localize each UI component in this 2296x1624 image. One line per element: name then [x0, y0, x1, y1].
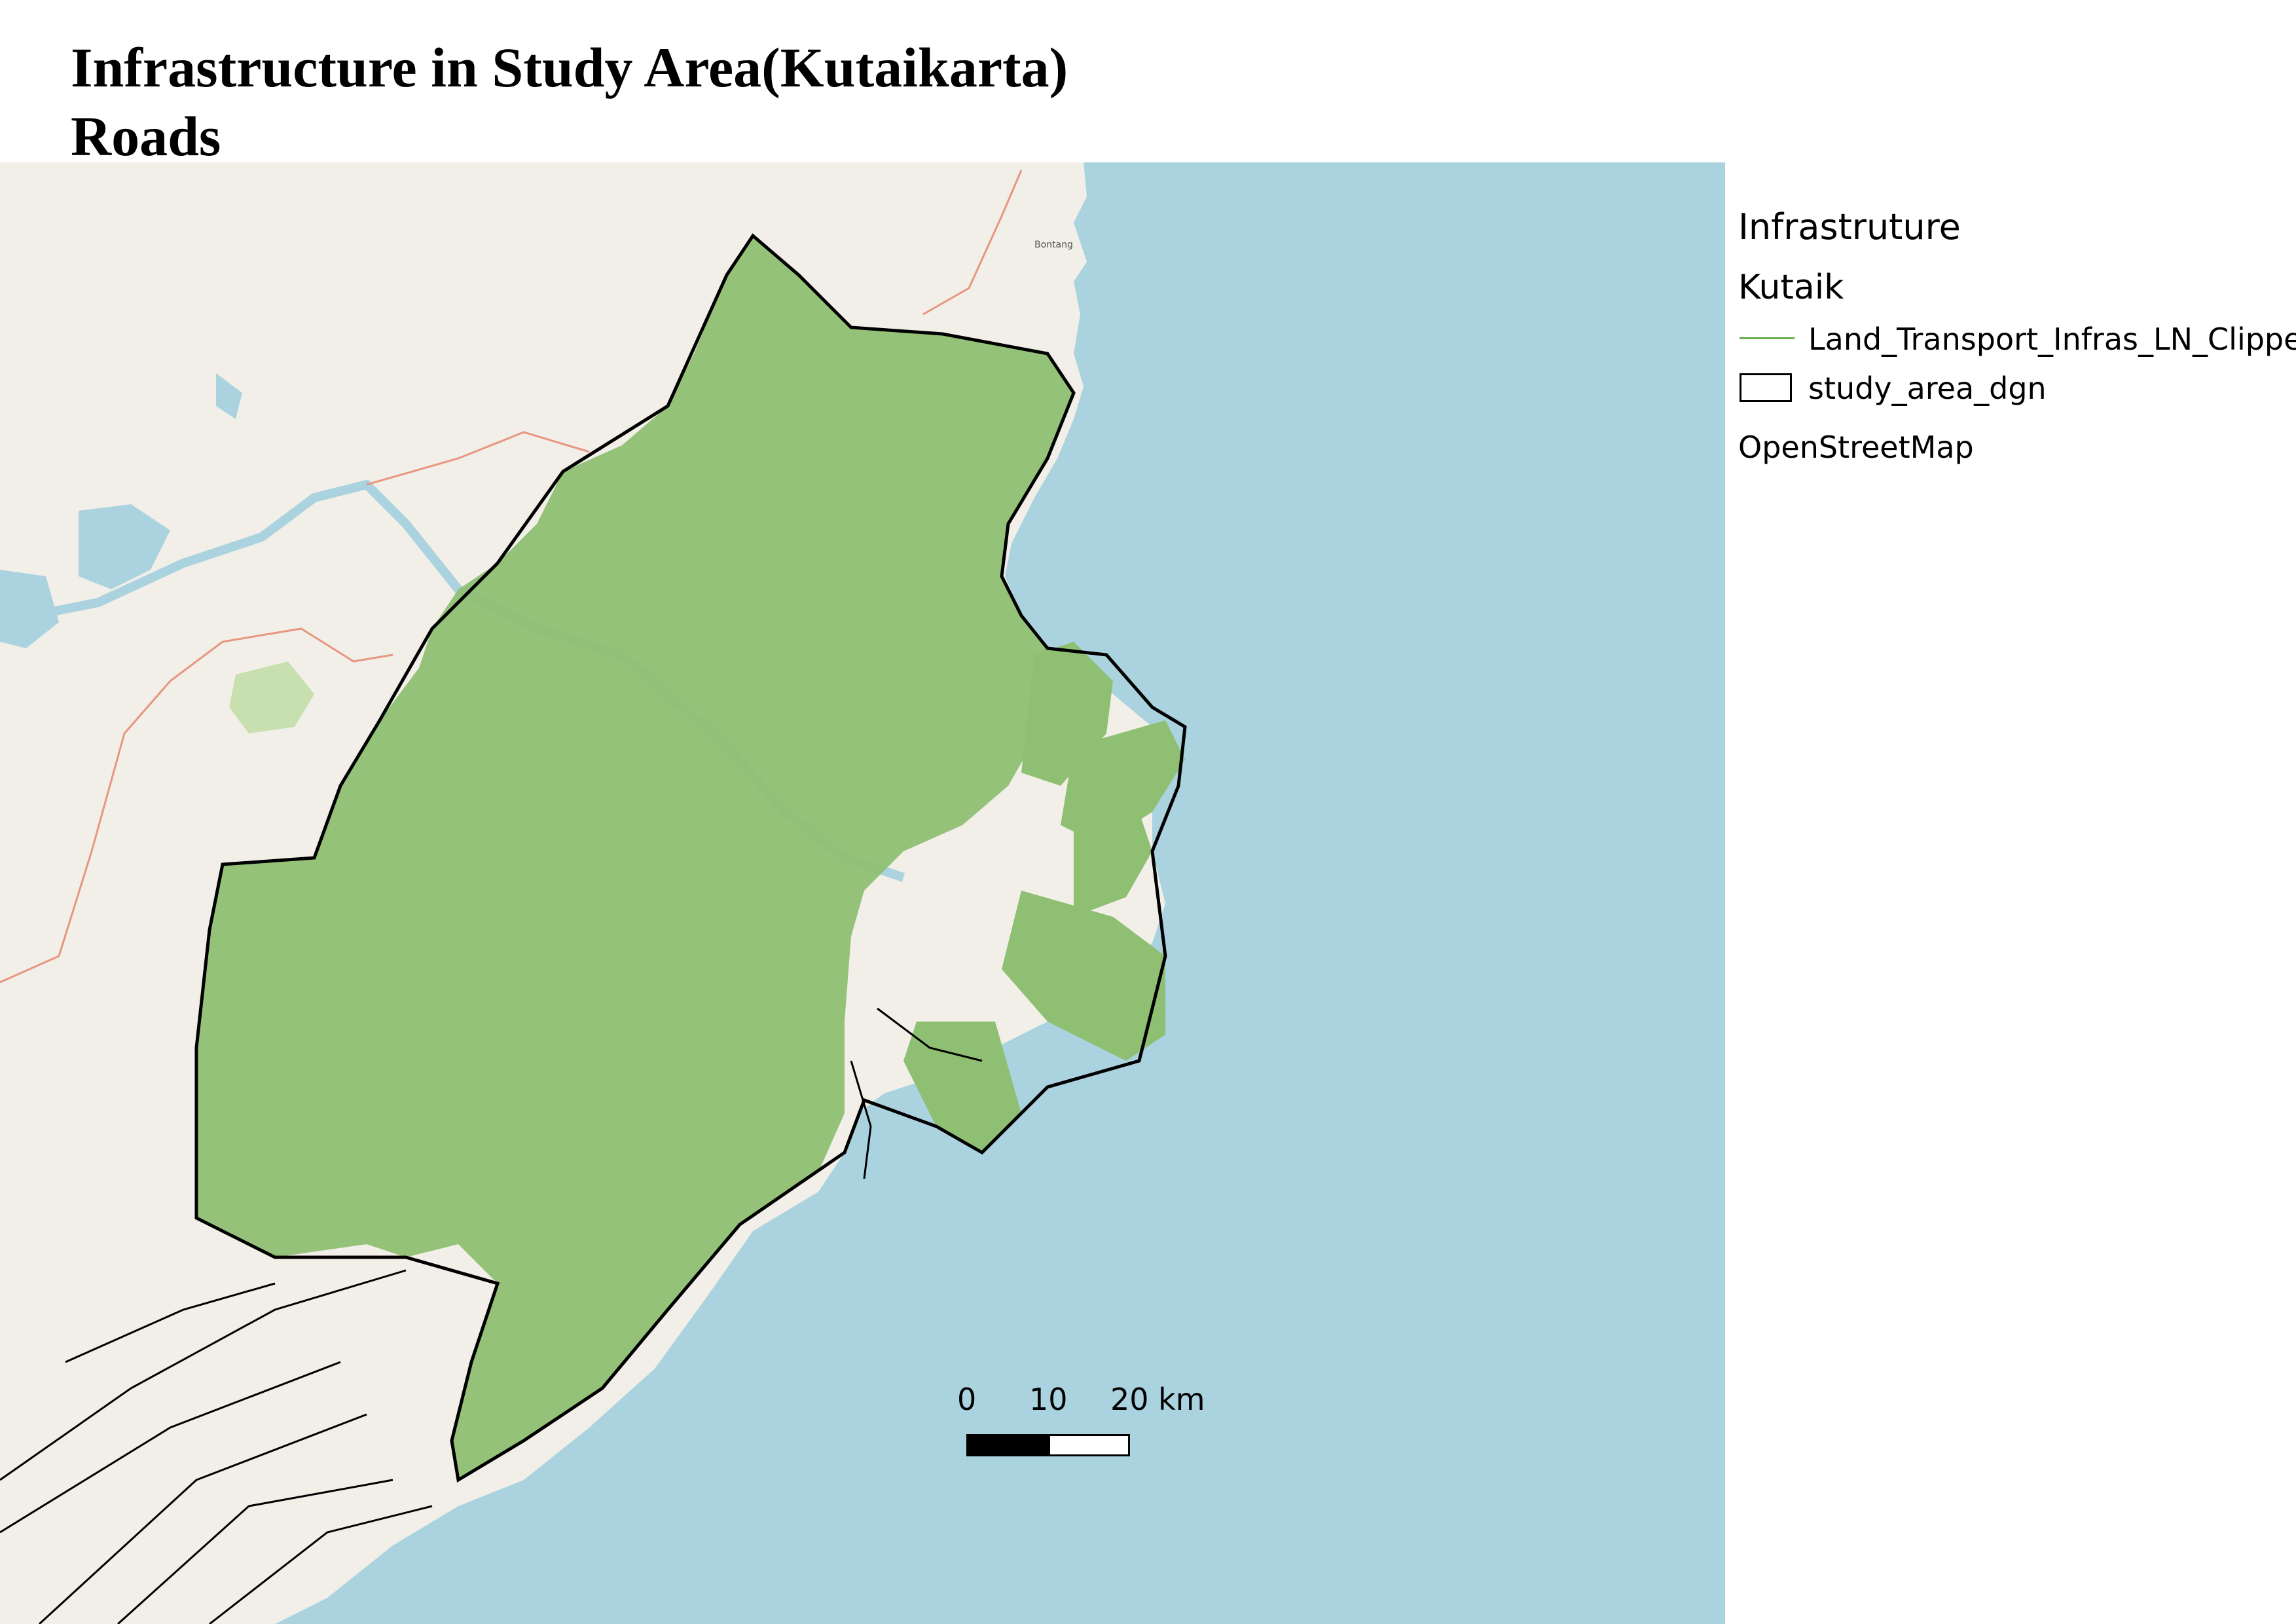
- scale-bar-segment-light: [1048, 1434, 1130, 1456]
- scale-bar-segment-dark: [966, 1434, 1050, 1456]
- delta-lobe: [1061, 720, 1185, 845]
- legend-basemap-label: OpenStreetMap: [1738, 430, 1974, 465]
- legend-polygon-swatch-icon: [1740, 373, 1792, 402]
- forest-area: [229, 661, 314, 733]
- admin-boundary: [922, 170, 1023, 316]
- legend-heading: Infrastruture: [1738, 206, 1961, 248]
- legend-group-title: Kutaik: [1738, 268, 1844, 307]
- lake-icon: [0, 570, 59, 648]
- scale-label-0: 0: [957, 1382, 977, 1417]
- map-canvas[interactable]: Bontang: [0, 162, 1725, 1624]
- map-title: Infrastructure in Study Area(Kutaikarta): [71, 36, 1068, 99]
- admin-boundary: [366, 431, 590, 486]
- lake-icon: [216, 373, 242, 419]
- place-label-bontang: Bontang: [1034, 240, 1073, 250]
- scale-label-10: 10: [1029, 1382, 1068, 1417]
- scale-label-20: 20 km: [1110, 1382, 1205, 1417]
- admin-subdivision-lines: [0, 1007, 983, 1624]
- admin-boundary: [0, 627, 393, 984]
- legend-line-swatch-icon: [1740, 337, 1795, 339]
- delta-lobe: [903, 1022, 1021, 1153]
- legend-item-label: Land_Transport_Infras_LN_Clippe: [1808, 322, 2296, 357]
- map-subtitle: Roads: [71, 105, 221, 168]
- legend-item-label: study_area_dgn: [1808, 371, 2047, 406]
- lake-icon: [79, 504, 170, 589]
- road-network-area: [196, 236, 1074, 1480]
- delta-lobe: [1074, 812, 1152, 917]
- delta-lobe: [1002, 891, 1165, 1061]
- study-area-outline: [194, 233, 1187, 1483]
